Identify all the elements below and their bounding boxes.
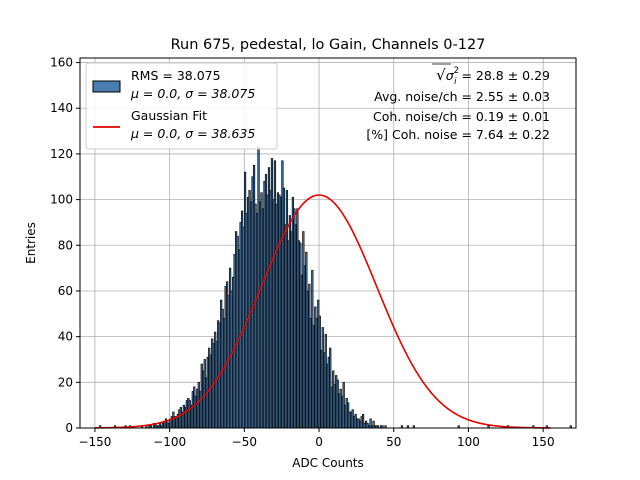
legend-bar-swatch	[92, 80, 121, 93]
chart-title: Run 675, pedestal, lo Gain, Channels 0-1…	[171, 37, 486, 53]
annotation-coh-noise: Coh. noise/ch = 0.19 ± 0.01	[373, 109, 550, 124]
y-axis-label: Entries	[24, 222, 38, 264]
y-axis-ticks: 0 20 40 60 80 100 120 140 160	[50, 56, 80, 435]
x-tick-label: −150	[78, 435, 111, 449]
y-tick-label: 120	[50, 147, 73, 161]
y-tick-label: 60	[58, 284, 73, 298]
gaussian-fit-line	[94, 194, 551, 429]
annotation-total-noise: √σ2 i = 28.8 ± 0.29	[436, 66, 550, 87]
y-tick-label: 20	[58, 375, 73, 389]
y-tick-label: 160	[50, 56, 73, 70]
annotation-avg-noise: Avg. noise/ch = 2.55 ± 0.03	[374, 89, 550, 104]
noise-annotations: √σ2 i = 28.8 ± 0.29 Avg. noise/ch = 2.55 ±…	[366, 63, 550, 142]
sigma-superscript: 2	[454, 66, 459, 76]
sigma-symbol: σ	[446, 68, 455, 83]
x-axis-ticks: −150 −100 −50 0 50 100 150	[78, 428, 555, 449]
y-tick-label: 0	[65, 421, 73, 435]
x-tick-label: 0	[315, 435, 323, 449]
legend-rms-params: μ = 0.0, σ = 38.075	[130, 86, 255, 101]
x-tick-label: −50	[232, 435, 257, 449]
legend: RMS = 38.075 μ = 0.0, σ = 38.075 Gaussia…	[85, 62, 278, 150]
legend-box	[85, 62, 278, 150]
y-tick-label: 140	[50, 101, 73, 115]
sqrt-symbol: √	[436, 66, 446, 84]
x-tick-label: 100	[457, 435, 480, 449]
y-tick-label: 80	[58, 238, 73, 252]
x-tick-label: 150	[532, 435, 555, 449]
x-tick-label: −100	[153, 435, 186, 449]
total-noise-value: = 28.8 ± 0.29	[461, 68, 550, 83]
legend-fit-label: Gaussian Fit	[131, 108, 207, 123]
x-axis-label: ADC Counts	[292, 456, 364, 470]
plot-frame	[79, 57, 577, 429]
x-tick-label: 50	[386, 435, 401, 449]
annotation-coh-percent: [%] Coh. noise = 7.64 ± 0.22	[366, 127, 550, 142]
y-tick-label: 40	[58, 330, 73, 344]
y-tick-label: 100	[50, 193, 73, 207]
sigma-subscript: i	[454, 77, 457, 87]
legend-rms-label: RMS = 38.075	[131, 68, 221, 83]
legend-fit-params: μ = 0.0, σ = 38.635	[130, 126, 255, 141]
